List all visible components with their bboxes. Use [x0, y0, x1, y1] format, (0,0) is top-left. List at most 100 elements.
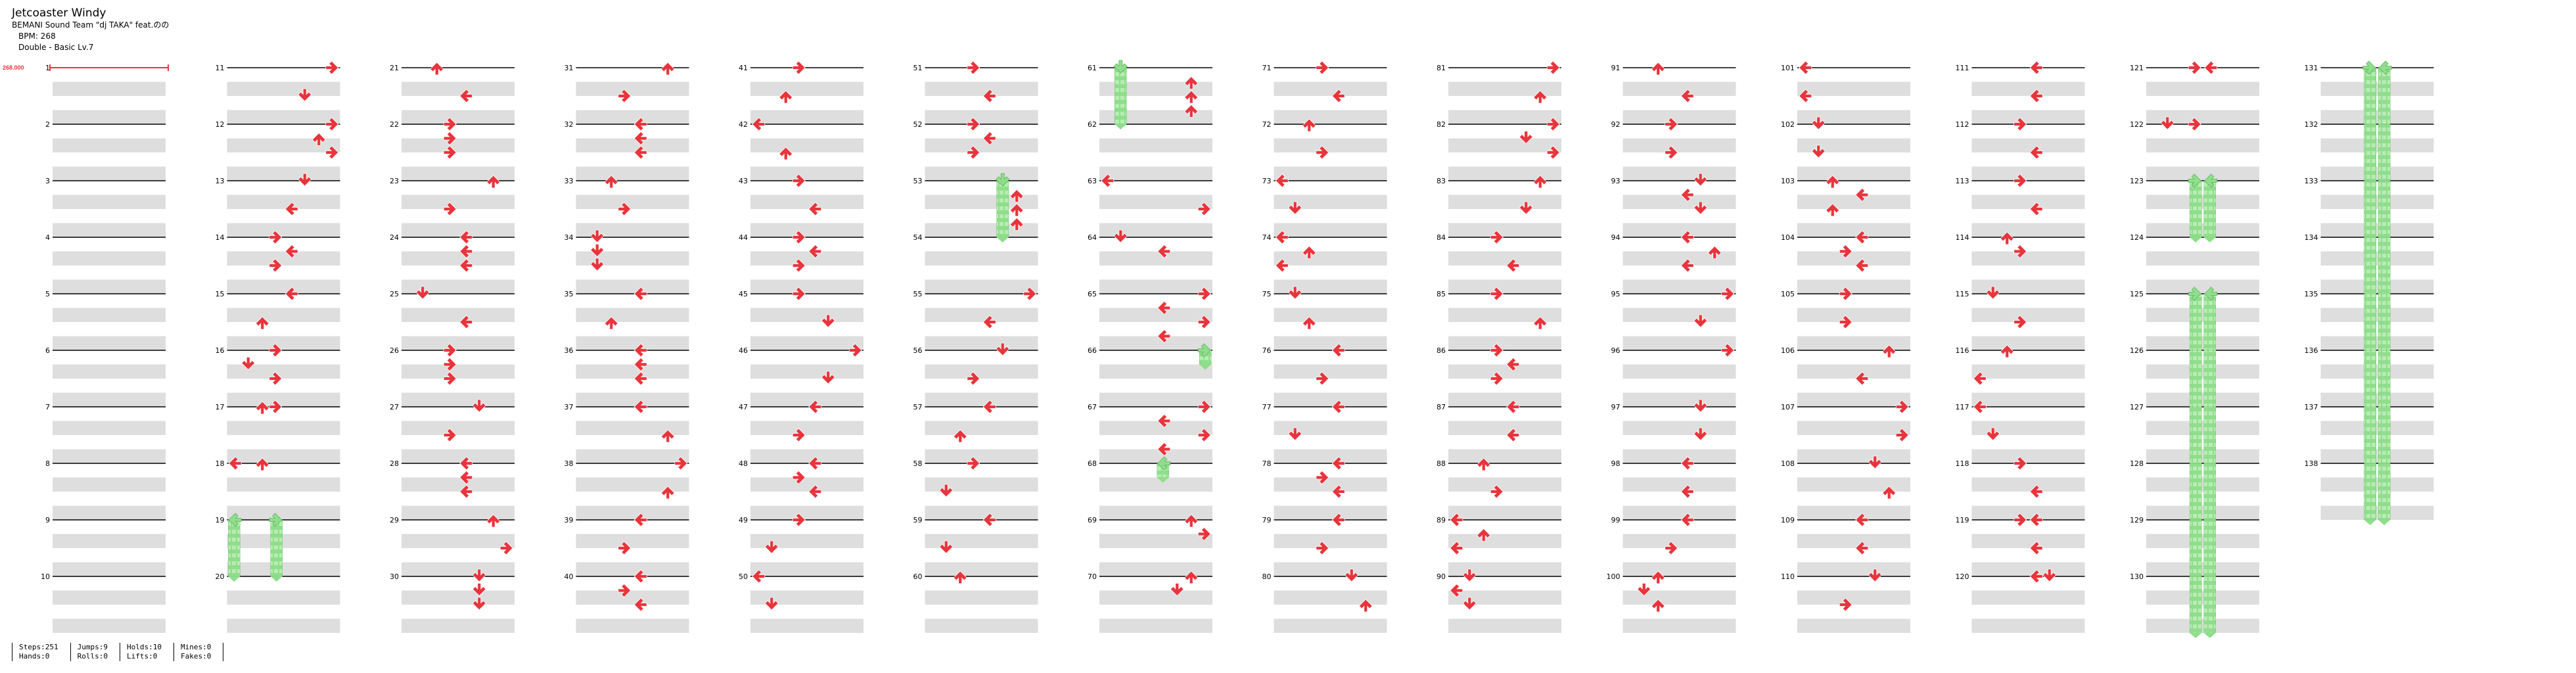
measure-number: 84	[1437, 233, 1446, 242]
beat-band	[576, 81, 689, 96]
stats-bar: Steps:251 Hands:0 Jumps:9 Rolls:0 Holds:…	[12, 643, 224, 661]
step-arrow	[459, 315, 473, 329]
beat-band	[2146, 392, 2259, 407]
beat-band	[925, 110, 1038, 124]
step-arrow	[1721, 287, 1735, 301]
measure-numbers: 1234567891011121314151617181920212223242…	[41, 64, 2318, 581]
step-arrow	[821, 314, 835, 328]
beat-band	[2320, 477, 2434, 492]
step-arrow	[1331, 456, 1345, 471]
hold-end	[228, 576, 241, 582]
step-arrow	[1477, 457, 1491, 471]
stat-jumps-rolls: Jumps:9 Rolls:0	[70, 643, 120, 661]
step-arrow	[1651, 599, 1665, 613]
beat-band	[2146, 223, 2259, 237]
step-arrow	[996, 342, 1010, 356]
stat-rolls: Rolls:0	[77, 652, 108, 661]
beat-band	[402, 364, 515, 379]
measure-number: 86	[1437, 346, 1446, 355]
measure-number: 41	[739, 64, 748, 72]
beat-band	[2146, 279, 2259, 294]
step-arrow	[285, 202, 298, 216]
hold-body	[2364, 350, 2376, 407]
beat-band	[1274, 421, 1387, 435]
beat-band	[576, 138, 689, 152]
measure-number: 137	[2305, 403, 2318, 411]
beat-band	[1099, 364, 1212, 379]
beat-band	[1622, 251, 1736, 266]
beat-band	[1274, 195, 1387, 209]
beat-band	[402, 392, 515, 407]
step-arrow	[1316, 371, 1329, 386]
step-arrow	[1490, 230, 1504, 244]
step-arrow	[2042, 569, 2057, 582]
step-arrow	[633, 357, 647, 372]
beat-band	[750, 534, 863, 548]
beat-band	[2146, 251, 2259, 266]
measure-number: 68	[1088, 459, 1097, 468]
hold-body	[228, 519, 241, 577]
beat-band	[750, 251, 863, 266]
measure-number: 138	[2305, 459, 2318, 468]
step-arrow	[1533, 90, 1548, 104]
step-arrow	[792, 174, 806, 188]
measure-number: 72	[1262, 120, 1272, 129]
beat-band	[1448, 392, 1561, 407]
step-arrow	[1170, 583, 1184, 597]
measure-number: 4	[45, 233, 50, 242]
measure-number: 18	[216, 459, 225, 468]
beat-band	[1099, 279, 1212, 294]
step-arrow	[590, 229, 605, 243]
beat-band	[2320, 166, 2434, 181]
hold-body	[2190, 406, 2202, 464]
beat-band	[925, 251, 1038, 266]
step-arrow	[1506, 428, 1520, 442]
beat-band	[1971, 279, 2085, 294]
step-arrow	[1546, 60, 1560, 75]
step-arrow	[2029, 60, 2043, 75]
step-arrow	[982, 131, 996, 146]
step-arrow	[1868, 455, 1882, 469]
beat-band	[2320, 279, 2434, 294]
beat-band	[227, 110, 340, 124]
beat-band	[1274, 223, 1387, 237]
beat-band	[402, 449, 515, 463]
stat-mines-fakes: Mines:0 Fakes:0	[173, 643, 224, 661]
step-arrow	[443, 145, 457, 160]
step-arrow	[939, 540, 954, 554]
beat-band	[2146, 138, 2259, 152]
measure-number: 96	[1611, 346, 1621, 355]
hold-body	[2203, 519, 2216, 577]
step-arrow	[255, 457, 269, 471]
step-arrow	[633, 131, 647, 146]
measure-number: 95	[1611, 290, 1621, 298]
measure-number: 60	[913, 572, 923, 581]
step-arrow	[1826, 175, 1840, 189]
beat-band	[402, 279, 515, 294]
step-arrow	[2160, 116, 2174, 130]
beat-band	[925, 308, 1038, 322]
beat-band	[1971, 590, 2085, 605]
step-arrow	[269, 258, 283, 273]
beat-band	[402, 195, 515, 209]
beat-band	[1448, 81, 1561, 96]
beat-band	[1622, 279, 1736, 294]
step-arrow	[1855, 513, 1869, 527]
step-arrow	[2029, 513, 2043, 527]
beat-band	[53, 336, 166, 350]
step-arrow	[1665, 541, 1678, 555]
beat-band	[925, 562, 1038, 576]
measure-number: 54	[913, 233, 923, 242]
beat-band	[1448, 223, 1561, 237]
step-arrow	[269, 343, 283, 358]
step-arrow	[1799, 60, 1812, 75]
step-arrow	[633, 287, 647, 301]
step-arrow	[325, 145, 339, 160]
step-arrow	[1009, 203, 1024, 217]
beat-band	[1274, 166, 1387, 181]
hold-body	[2203, 406, 2216, 464]
measure-number: 120	[1956, 572, 1969, 581]
hold-body	[2364, 237, 2376, 294]
hold-end	[2203, 237, 2216, 243]
step-arrow	[1546, 117, 1560, 131]
